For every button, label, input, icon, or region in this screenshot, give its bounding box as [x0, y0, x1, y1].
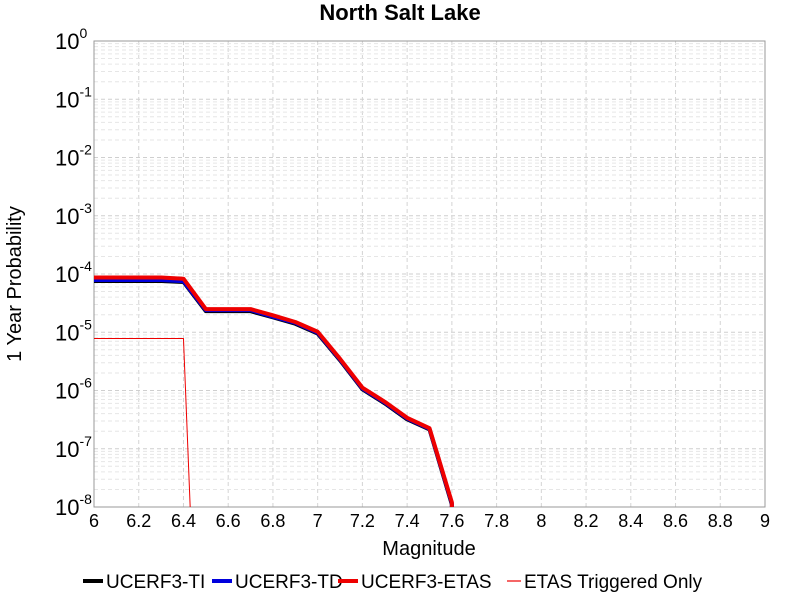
series-line-ucerf3-etas [94, 275, 454, 507]
x-axis-label: Magnitude [382, 538, 475, 560]
x-tick-label: 9 [760, 511, 770, 531]
chart-title: North Salt Lake [319, 0, 480, 25]
x-tick-label: 6 [89, 511, 99, 531]
x-tick-label: 7.6 [439, 511, 464, 531]
y-tick-label: 100 [55, 25, 87, 54]
y-tick-label: 10-4 [55, 258, 92, 287]
legend-label: ETAS Triggered Only [524, 572, 703, 593]
series-layer [94, 275, 454, 508]
x-tick-label: 6.6 [216, 511, 241, 531]
legend-label: UCERF3-TI [106, 572, 205, 593]
legend: UCERF3-TI UCERF3-TD UCERF3-ETAS ETAS Trigge… [83, 572, 703, 593]
plot-frame [93, 40, 766, 508]
x-tick-label: 6.4 [171, 511, 196, 531]
x-tick-label: 8.2 [574, 511, 599, 531]
series-line-etas-triggered-only [94, 338, 191, 508]
x-tick-label: 7.4 [395, 511, 420, 531]
legend-label: UCERF3-ETAS [361, 572, 492, 593]
y-tick-label: 10-1 [55, 83, 92, 112]
y-tick-label: 10-8 [55, 491, 92, 520]
grid [93, 40, 766, 508]
x-tick-label: 6.8 [260, 511, 285, 531]
x-tick-label: 6.2 [126, 511, 151, 531]
y-axis-label: 1 Year Probability [4, 206, 26, 362]
y-tick-label: 10-6 [55, 375, 92, 404]
legend-label: UCERF3-TD [235, 572, 343, 593]
y-tick-label: 10-5 [55, 316, 92, 345]
x-tick-label: 8.4 [618, 511, 643, 531]
y-tick-labels: 100 10-1 10-2 10-3 10-4 10-5 10-6 10-7 10-8 [55, 25, 92, 520]
y-tick-label: 10-7 [55, 433, 92, 462]
y-tick-label: 10-2 [55, 142, 92, 171]
x-tick-label: 8 [536, 511, 546, 531]
y-tick-label: 10-3 [55, 200, 92, 229]
x-tick-label: 8.6 [663, 511, 688, 531]
x-tick-label: 7 [313, 511, 323, 531]
x-tick-label: 7.2 [350, 511, 375, 531]
x-tick-label: 7.8 [484, 511, 509, 531]
x-tick-labels: 6 6.2 6.4 6.6 6.8 7 7.2 7.4 7.6 7.8 8 8.2 8.4 8.6 8.8 9 [89, 511, 770, 531]
x-tick-label: 8.8 [708, 511, 733, 531]
